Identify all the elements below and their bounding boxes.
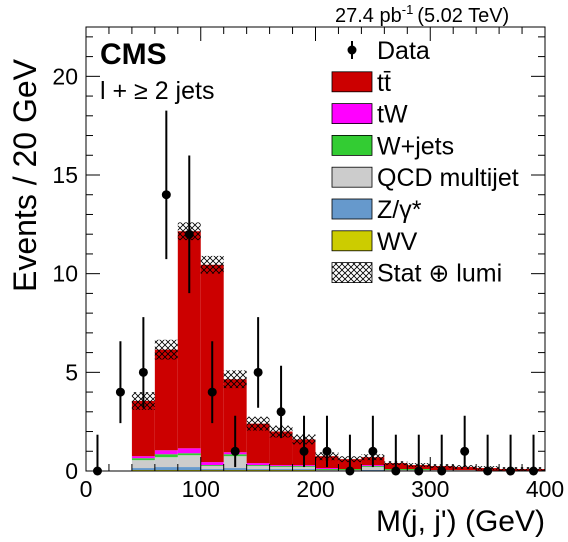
legend-label: QCD multijet <box>377 164 519 192</box>
legend-label: Stat ⊕ lumi <box>377 260 502 288</box>
bar-1-4 <box>177 467 201 471</box>
legend-swatch <box>331 134 373 156</box>
bar-4-2 <box>131 456 155 459</box>
bar-1-6 <box>223 468 247 471</box>
data-points <box>92 110 539 476</box>
bar-1-2 <box>131 468 155 471</box>
data-point-5 <box>207 387 217 397</box>
legend: Data tt̄ tW W+jets QCD multijet Z/γ* WV Stat ⊕ … <box>331 37 519 288</box>
y-tick-label: 5 <box>65 359 78 385</box>
tick-labels: 0 100 200 300 400 0 5 10 15 20 <box>52 63 564 502</box>
legend-label: tW <box>377 101 408 129</box>
unc-band-5 <box>200 255 224 274</box>
bar-1-9 <box>292 469 316 471</box>
bar-4-10 <box>315 468 339 470</box>
data-point-12 <box>368 446 378 456</box>
legend-label: Data <box>377 37 430 65</box>
legend-swatch <box>331 198 373 220</box>
bar-5-4 <box>177 231 201 449</box>
legend-label: tt̄ <box>377 69 391 97</box>
bar-3-5 <box>200 465 224 467</box>
y-axis-label: Events / 20 GeV <box>7 58 43 292</box>
bar-5-2 <box>131 400 155 457</box>
y-tick-label: 0 <box>65 458 78 484</box>
data-point-7 <box>253 367 263 377</box>
data-point-4 <box>184 229 194 239</box>
y-tick-label: 15 <box>52 162 78 188</box>
bar-2-9 <box>292 467 316 470</box>
y-tick-label: 10 <box>52 261 78 287</box>
bar-2-4 <box>177 455 201 468</box>
data-point-3 <box>161 190 171 200</box>
bar-2-8 <box>269 467 293 470</box>
bar-4-8 <box>269 465 293 467</box>
bar-4-7 <box>246 463 270 466</box>
x-tick-label: 300 <box>411 476 449 502</box>
bar-5-6 <box>223 379 247 453</box>
legend-hatch-swatch <box>331 262 373 284</box>
x-axis-label: M(j, j') (GeV) <box>376 505 545 538</box>
bar-1-8 <box>269 469 293 471</box>
y-tick-label: 20 <box>52 63 78 89</box>
x-tick-label: 100 <box>182 476 220 502</box>
data-point-10 <box>322 446 332 456</box>
legend-swatch <box>331 230 373 252</box>
bar-2-7 <box>246 466 270 470</box>
bar-5-3 <box>154 349 178 451</box>
bar-1-5 <box>200 469 224 471</box>
bar-3-8 <box>269 466 293 468</box>
data-point-6 <box>230 446 240 456</box>
legend-swatch <box>331 166 373 188</box>
bar-3-4 <box>177 453 201 456</box>
bar-3-3 <box>154 454 178 458</box>
data-point-16 <box>460 446 470 456</box>
bar-1-7 <box>246 469 270 471</box>
x-tick-label: 400 <box>526 476 564 502</box>
unc-band-6 <box>223 370 247 389</box>
legend-label: WV <box>377 228 418 256</box>
legend-label: W+jets <box>377 132 454 160</box>
unc-band-7 <box>246 416 270 431</box>
bar-2-5 <box>200 466 224 470</box>
selection-label: l + ≥ 2 jets <box>100 77 214 105</box>
bar-4-5 <box>200 462 224 466</box>
stacked-histogram <box>131 231 545 471</box>
bar-4-4 <box>177 448 201 454</box>
legend-label: Z/γ* <box>377 196 422 224</box>
bar-3-7 <box>246 465 270 467</box>
legend-swatch <box>331 103 373 124</box>
axes <box>85 26 546 472</box>
data-point-2 <box>138 367 148 377</box>
luminosity-label: 27.4 pb-1 (5.02 TeV) <box>335 2 509 27</box>
bar-1-3 <box>154 467 178 471</box>
bar-2-2 <box>131 460 155 469</box>
bar-3-2 <box>131 458 155 461</box>
data-point-1 <box>115 387 125 397</box>
legend-swatch <box>331 71 373 93</box>
bar-5-8 <box>269 431 293 466</box>
x-tick-label: 200 <box>296 476 334 502</box>
x-tick-label: 0 <box>80 476 93 502</box>
unc-band-3 <box>154 339 178 360</box>
bar-4-3 <box>154 450 178 455</box>
data-point-9 <box>299 446 309 456</box>
experiment-label: CMS <box>100 38 167 71</box>
bar-3-10 <box>315 469 339 471</box>
data-point-8 <box>276 407 286 417</box>
bar-2-3 <box>154 457 178 468</box>
bar-2-12 <box>361 467 385 471</box>
legend-data-marker <box>347 45 357 55</box>
bar-5-7 <box>246 423 270 464</box>
